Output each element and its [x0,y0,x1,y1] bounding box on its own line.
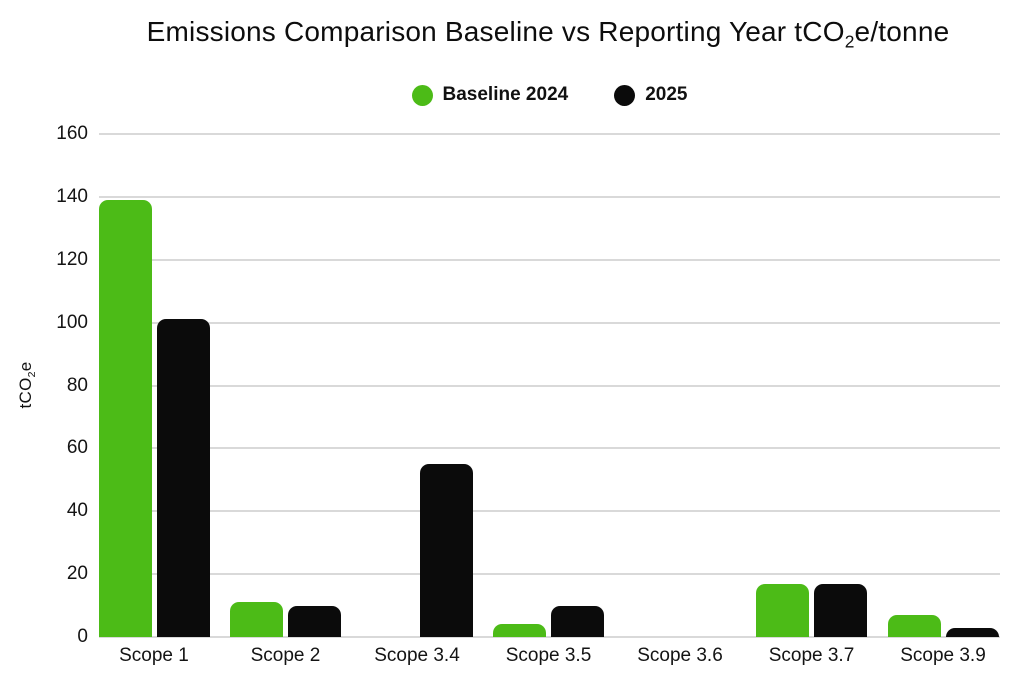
gridline-120 [99,258,1000,261]
gridline-160 [99,133,1000,135]
y-tick-label-140: 140 [56,185,88,207]
bar-baseline-2024-scope-3-7 [756,583,809,637]
y-tick-label-20: 20 [66,563,88,585]
x-label-scope-1: Scope 1 [119,645,189,666]
y-tick-label-0: 0 [77,626,88,647]
x-label-scope-3-9: Scope 3.9 [900,645,986,666]
x-label-scope-2: Scope 2 [250,645,321,666]
y-tick-label-60: 60 [66,437,88,459]
legend-item-2025[interactable]: 2025 [614,84,687,106]
chart-title-text: Emissions Comparison Baseline vs Reporti… [146,16,845,47]
y-tick-label-160: 160 [56,123,88,144]
bar-2025-scope-3-5 [551,605,604,637]
gridline-80 [99,384,1000,387]
gridline-0 [99,636,1000,638]
y-tick-label-80: 80 [66,374,88,396]
bar-2025-scope-3-9 [945,627,999,637]
x-label-scope-3-4: Scope 3.4 [374,645,460,666]
chart-title-subscript: 2 [844,31,855,52]
x-label-scope-3-7: Scope 3.7 [768,645,855,666]
legend-item-baseline-2024[interactable]: Baseline 2024 [411,84,569,106]
chart-title-suffix: e/tonne [854,16,950,47]
bar-baseline-2024-scope-2 [230,602,283,637]
y-tick-label-40: 40 [66,500,88,522]
legend-swatch-2025-icon [614,84,636,106]
chart-title: Emissions Comparison Baseline vs Reporti… [147,16,950,53]
legend-swatch-baseline-2024-icon [411,84,433,106]
bar-2025-scope-2 [288,605,341,637]
bar-baseline-2024-scope-3-5 [493,624,546,637]
y-tick-label-100: 100 [56,311,88,333]
bar-2025-scope-3-7 [814,583,867,637]
bar-2025-scope-3-4 [419,464,473,637]
legend-label-2025: 2025 [645,84,688,105]
gridline-140 [99,195,1000,198]
legend-label-baseline-2024: Baseline 2024 [442,84,569,105]
y-axis-title-suffix: e [15,361,35,372]
bar-baseline-2024-scope-1 [98,200,152,637]
gridline-100 [99,321,1000,324]
x-label-scope-3-5: Scope 3.5 [505,645,592,666]
x-label-scope-3-6: Scope 3.6 [637,645,723,666]
bar-2025-scope-1 [156,319,210,637]
bar-baseline-2024-scope-3-9 [887,614,941,637]
gridline-20 [99,573,1000,576]
gridline-60 [99,447,1000,450]
y-tick-label-120: 120 [56,248,88,270]
gridline-40 [99,510,1000,513]
chart-legend: Baseline 2024 2025 [99,84,1000,106]
